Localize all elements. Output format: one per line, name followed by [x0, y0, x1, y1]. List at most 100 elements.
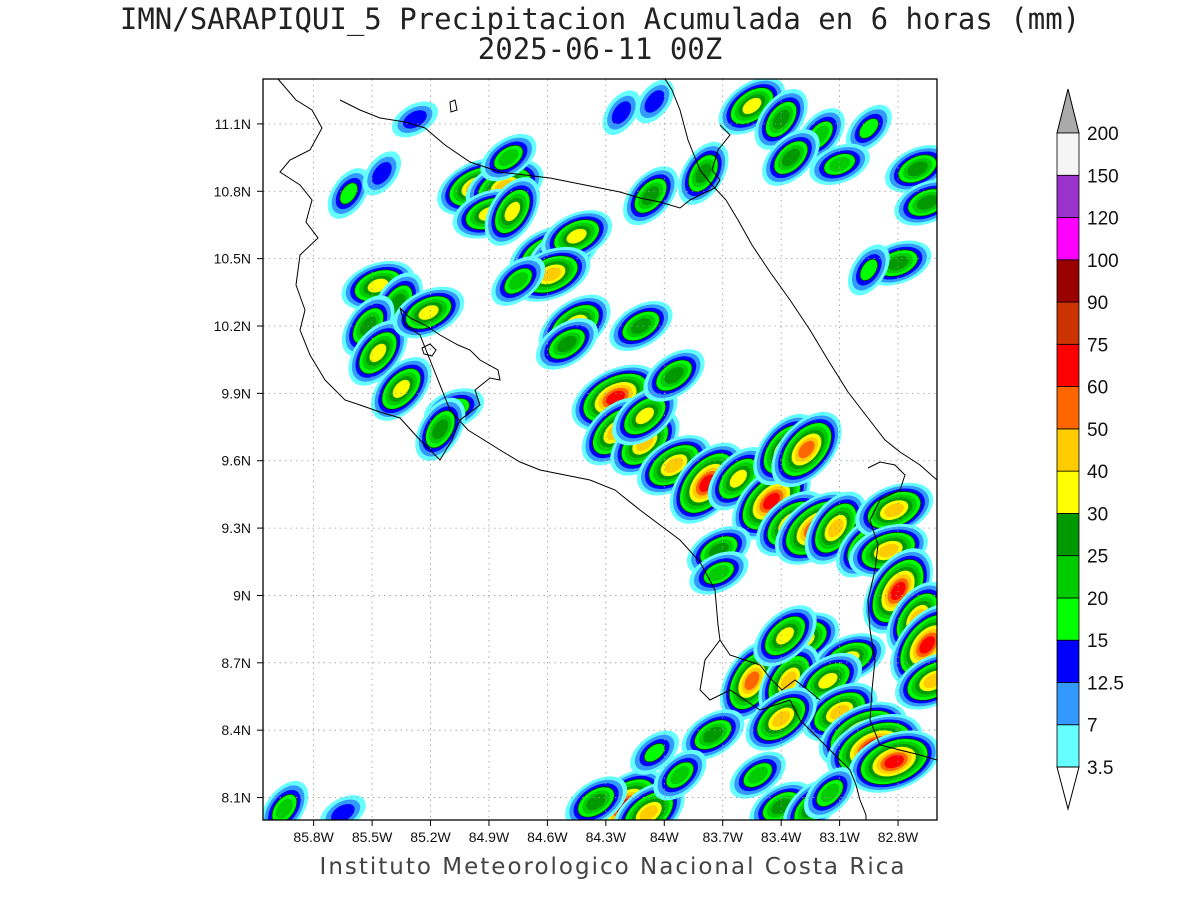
colorbar-level-label: 60 — [1087, 378, 1108, 399]
lon-tick-label: 84.3W — [586, 829, 627, 845]
colorbar-level-label: 40 — [1087, 462, 1108, 483]
small-island-north — [449, 99, 458, 113]
rain-contour — [884, 754, 904, 769]
rain-contour — [744, 671, 760, 691]
colorbar-top-arrow — [1056, 88, 1080, 134]
colorbar-level-label: 15 — [1087, 631, 1108, 652]
credit-text: Instituto Meteorologico Nacional Costa R… — [319, 854, 907, 880]
rain-contour — [275, 798, 294, 819]
colorbar-level-label: 30 — [1087, 504, 1108, 525]
rain-cell — [855, 482, 934, 538]
colorbar-level-label: 3.5 — [1087, 758, 1113, 779]
rain-contour — [611, 101, 632, 125]
longitude-axis: 85.8W 85.5W 85.2W 84.9W 84.6W 84.3W 84W 83.7W 83… — [293, 820, 919, 845]
rain-cell — [623, 166, 679, 226]
colorbar-segment — [1056, 301, 1080, 345]
map-title: IMN/SARAPIQUI_5 Precipitacion Acumulada … — [119, 2, 1081, 36]
lat-tick-label: 10.5N — [214, 251, 251, 267]
map-frame — [262, 78, 938, 821]
rain-contour — [432, 419, 449, 440]
rain-contour — [798, 440, 815, 459]
rain-contour — [776, 627, 794, 645]
lon-tick-label: 84.6W — [527, 829, 568, 845]
rain-contour — [566, 228, 587, 244]
rain-cell — [602, 90, 641, 136]
colorbar-segment — [1056, 470, 1080, 514]
colorbar-level-label: 25 — [1087, 547, 1108, 568]
colorbar-level-label: 120 — [1087, 209, 1119, 230]
colorbar-level-label: 200 — [1087, 124, 1119, 145]
colorbar-segment — [1056, 174, 1080, 218]
colorbar-segment — [1056, 428, 1080, 472]
rain-cell — [263, 780, 309, 820]
rain-contour — [919, 636, 936, 654]
rain-cell — [754, 89, 808, 150]
colorbar-segment — [1056, 513, 1080, 557]
lon-tick-label: 84.9W — [469, 829, 510, 845]
colorbar-level-label: 50 — [1087, 420, 1108, 441]
rain-cell — [327, 168, 370, 219]
rain-contour — [742, 97, 762, 115]
rain-contour — [630, 318, 651, 334]
colorbar-legend: 3.5 7 12.5 15 20 25 30 40 50 60 75 90 100 120 150 200 — [1056, 88, 1124, 811]
rain-contour — [670, 765, 690, 785]
rain-cell — [415, 397, 466, 461]
colorbar-segment — [1056, 555, 1080, 599]
rain-contour — [729, 469, 747, 488]
border-layer — [339, 99, 937, 761]
rain-cell — [848, 730, 937, 793]
rain-contour — [504, 201, 521, 222]
costa-rica-panama-border — [867, 461, 937, 761]
nicoya-gulf-island — [421, 343, 437, 357]
rain-contour — [369, 343, 387, 363]
rain-cell — [762, 129, 820, 186]
rain-contour — [586, 793, 606, 811]
rain-contour — [498, 149, 519, 167]
lon-tick-label: 83.4W — [761, 829, 802, 845]
rain-cell — [809, 143, 870, 186]
lat-tick-label: 8.4N — [221, 722, 251, 738]
rain-cell — [771, 411, 842, 488]
colorbar-level-label: 20 — [1087, 589, 1108, 610]
lat-tick-label: 9.6N — [221, 453, 251, 469]
rain-contour — [664, 457, 684, 473]
lon-tick-label: 82.8W — [878, 829, 919, 845]
rain-cell — [643, 349, 705, 402]
rain-contour — [781, 148, 801, 167]
rain-contour — [403, 110, 427, 129]
rain-cell — [319, 795, 366, 820]
colorbar-level-label: 150 — [1087, 166, 1119, 187]
rain-cell — [847, 244, 890, 296]
rain-cell — [565, 776, 628, 820]
rain-contour — [907, 161, 928, 177]
rain-contour — [747, 766, 768, 784]
rain-contour — [884, 503, 905, 518]
rain-contour — [541, 267, 562, 282]
rain-cell — [484, 177, 540, 246]
rain-cell — [845, 104, 892, 153]
lat-tick-label: 10.2N — [214, 318, 251, 334]
rain-contour — [708, 565, 730, 581]
rain-contour — [703, 726, 723, 743]
rain-contour — [371, 162, 392, 185]
lat-tick-label: 11.1N — [215, 116, 251, 132]
colorbar-segment — [1056, 259, 1080, 303]
rain-contour — [916, 195, 937, 210]
lon-tick-label: 83.1W — [819, 829, 860, 845]
lat-tick-label: 8.1N — [221, 790, 251, 806]
rain-cell — [391, 101, 439, 138]
map-subtitle-date: 2025-06-11 00Z — [477, 32, 723, 66]
colorbar-segment — [1056, 724, 1080, 768]
rain-cell — [689, 551, 749, 595]
colorbar-level-label: 7 — [1087, 716, 1098, 737]
rain-cell — [612, 386, 678, 446]
lon-tick-label: 83.7W — [702, 829, 743, 845]
rain-contour — [781, 671, 797, 691]
grid-layer — [263, 79, 937, 820]
rain-contour — [643, 742, 666, 763]
rain-cell — [348, 320, 408, 386]
rain-contour — [639, 805, 658, 820]
colorbar-segment — [1056, 639, 1080, 683]
colorbar-segment — [1056, 132, 1080, 176]
